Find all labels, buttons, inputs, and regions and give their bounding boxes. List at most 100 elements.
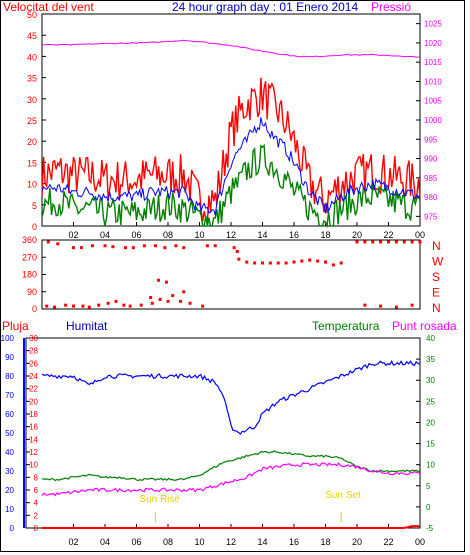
temperature-y-tick-label: 40 [426,334,435,343]
wind-y-tick-label: 15 [27,158,37,168]
top-x-axis: 02 04 06 08 10 12 14 16 18 20 22 00 [68,222,425,240]
direction-y-tick-label: 180 [22,270,37,280]
direction-plot-frame [41,239,421,310]
direction-point [205,244,209,248]
wind-y-tick-label: 0 [32,222,37,232]
pressure-y-tick-label: 1005 [424,97,442,106]
direction-point [128,304,132,308]
direction-point [339,261,343,265]
rain-y-tick-label: 50 [5,429,14,438]
temperature-y-tick-label: 35 [426,355,435,364]
humidity-y-tick-label: 8 [34,473,39,482]
direction-point [261,261,264,265]
bottom-x-tick-label: 04 [100,537,110,547]
direction-y-tick-label: 270 [22,252,37,262]
direction-point [237,257,241,261]
temperature-y-tick-label: 0 [426,503,431,512]
humidity-y-tick-label: 24 [29,372,38,381]
rain-y-tick-label: 60 [5,410,14,419]
bottom-x-tick-label: 14 [257,537,267,547]
direction-point [45,304,49,308]
direction-point [174,244,178,248]
top-x-tick-label: 04 [100,230,110,240]
direction-point [213,244,217,248]
direction-point [64,303,68,307]
direction-point [90,244,94,248]
direction-point [418,240,422,244]
sunrise-label: Sun Rise [139,494,180,505]
temperature-y-tick-label: 15 [426,440,435,449]
direction-point [139,303,143,307]
direction-point [410,240,414,244]
direction-point [308,258,312,262]
direction-point [355,240,359,244]
direction-point [171,294,175,298]
wind-avg-series [41,117,421,215]
direction-point [235,250,239,253]
pressure-label: Pressió [371,0,411,14]
rain-y-axis: 0 10 20 30 40 50 60 70 80 90 100 [1,334,15,533]
bottom-x-tick-label: 12 [226,537,236,547]
direction-y-tick-label: 360 [22,235,37,245]
humidity-y-tick-label: 28 [29,347,38,356]
pressure-series [41,39,421,58]
direction-point [81,304,85,308]
direction-point [232,246,236,250]
temperature-y-tick-label: 5 [426,482,431,491]
compass-label: N [432,301,441,315]
chart-title: 24 hour graph day : 01 Enero 2014 [172,0,358,14]
humidity-y-tick-label: 26 [29,359,38,368]
direction-point [292,260,296,264]
direction-point [379,304,383,308]
direction-point [158,297,162,301]
direction-point [387,240,390,244]
top-x-tick-label: 20 [352,230,362,240]
direction-point [53,305,57,309]
wind-y-tick-label: 20 [27,137,37,147]
direction-point [87,305,91,309]
bottom-x-tick-label: 16 [289,537,299,547]
pressure-y-tick-label: 995 [424,135,438,144]
humidity-y-tick-label: 0 [34,524,39,533]
top-x-tick-label: 14 [257,230,267,240]
top-series-group [41,39,421,229]
bottom-x-tick-label: 02 [68,537,78,547]
direction-point [253,261,257,265]
direction-point [182,246,186,250]
humidity-y-tick-label: 20 [29,397,38,406]
temperature-y-tick-label: 20 [426,418,435,427]
rain-y-tick-label: 80 [5,372,14,381]
bottom-x-tick-label: 10 [194,537,204,547]
pressure-y-tick-label: 1020 [424,39,442,48]
compass-label: N [432,239,441,253]
pressure-y-tick-label: 980 [424,193,438,202]
humidity-y-tick-label: 10 [29,461,38,470]
pressure-y-tick-label: 1010 [424,77,442,86]
pressure-y-tick-label: 1015 [424,58,442,67]
humidity-y-tick-label: 4 [34,499,39,508]
temperature-y-tick-label: 10 [426,461,435,470]
direction-point [179,299,183,303]
humidity-series [41,360,421,435]
direction-point [363,240,367,244]
humidity-y-tick-label: 30 [29,334,38,343]
direction-point [276,261,280,265]
direction-point [371,240,375,244]
rain-y-tick-label: 0 [10,524,15,533]
direction-point [79,246,83,250]
direction-y-tick-label: 90 [27,287,37,297]
direction-point [324,260,327,264]
top-x-tick-label: 02 [68,230,78,240]
dewpoint-series [41,462,421,497]
temperature-series [41,450,421,482]
rain-series [42,525,420,529]
bottom-x-tick-label: 22 [383,537,393,547]
direction-point [410,303,414,307]
direction-point [72,246,75,250]
direction-point [97,303,101,307]
direction-point [46,240,50,244]
wind-min-series [41,143,421,229]
direction-point [245,260,249,264]
humidity-y-tick-label: 14 [29,435,38,444]
